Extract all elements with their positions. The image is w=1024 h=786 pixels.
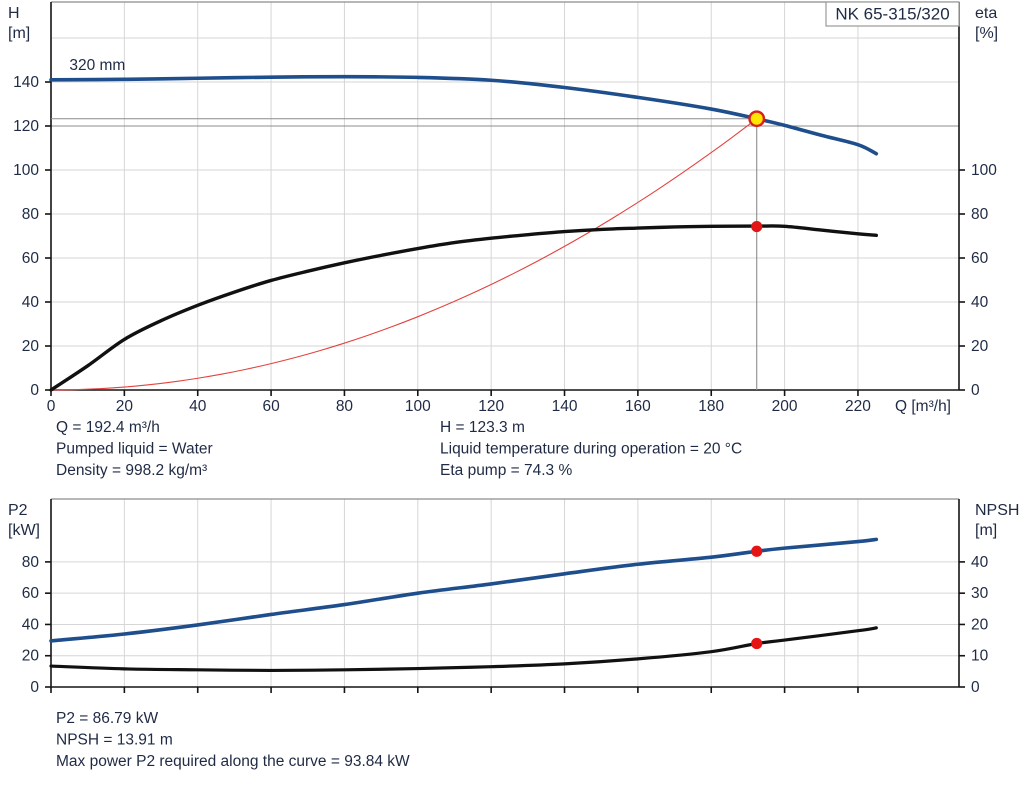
svg-text:P2 = 86.79 kW: P2 = 86.79 kW — [56, 710, 158, 727]
svg-text:20: 20 — [971, 616, 989, 633]
svg-text:[%]: [%] — [975, 25, 998, 42]
svg-text:H = 123.3 m: H = 123.3 m — [440, 419, 525, 436]
svg-text:Liquid temperature during oper: Liquid temperature during operation = 20… — [440, 441, 742, 458]
svg-text:60: 60 — [22, 250, 40, 267]
svg-text:Q [m³/h]: Q [m³/h] — [895, 398, 951, 415]
svg-text:20: 20 — [116, 398, 134, 415]
svg-text:220: 220 — [845, 398, 871, 415]
svg-text:140: 140 — [552, 398, 578, 415]
svg-text:0: 0 — [30, 382, 39, 399]
svg-text:40: 40 — [189, 398, 207, 415]
svg-text:80: 80 — [336, 398, 354, 415]
svg-text:0: 0 — [971, 679, 980, 696]
svg-text:eta: eta — [975, 5, 997, 22]
svg-text:160: 160 — [625, 398, 651, 415]
svg-text:NPSH: NPSH — [975, 502, 1019, 519]
svg-text:40: 40 — [22, 294, 40, 311]
svg-text:Max power P2 required along th: Max power P2 required along the curve = … — [56, 753, 410, 770]
svg-text:100: 100 — [405, 398, 431, 415]
svg-text:10: 10 — [971, 648, 989, 665]
svg-text:140: 140 — [13, 74, 39, 91]
svg-text:320 mm: 320 mm — [69, 57, 125, 74]
svg-text:H: H — [8, 5, 20, 22]
svg-text:20: 20 — [971, 338, 989, 355]
svg-text:0: 0 — [30, 679, 39, 696]
svg-text:40: 40 — [22, 616, 40, 633]
svg-text:180: 180 — [698, 398, 724, 415]
svg-text:[m]: [m] — [8, 25, 30, 42]
svg-text:80: 80 — [22, 206, 40, 223]
svg-text:100: 100 — [971, 162, 997, 179]
svg-text:NK 65-315/320: NK 65-315/320 — [835, 5, 949, 24]
svg-text:Density = 998.2 kg/m³: Density = 998.2 kg/m³ — [56, 462, 207, 479]
svg-text:20: 20 — [22, 338, 40, 355]
svg-text:80: 80 — [22, 554, 40, 571]
svg-text:Eta pump = 74.3 %: Eta pump = 74.3 % — [440, 462, 572, 479]
svg-text:60: 60 — [22, 585, 40, 602]
svg-text:0: 0 — [971, 382, 980, 399]
svg-text:30: 30 — [971, 585, 989, 602]
svg-text:60: 60 — [262, 398, 280, 415]
svg-text:P2: P2 — [8, 502, 28, 519]
svg-text:Q = 192.4 m³/h: Q = 192.4 m³/h — [56, 419, 160, 436]
svg-text:[kW]: [kW] — [8, 522, 40, 539]
svg-text:80: 80 — [971, 206, 989, 223]
svg-text:120: 120 — [13, 118, 39, 135]
svg-text:20: 20 — [22, 648, 40, 665]
svg-text:40: 40 — [971, 294, 989, 311]
svg-text:[m]: [m] — [975, 522, 997, 539]
svg-text:Pumped liquid = Water: Pumped liquid = Water — [56, 441, 213, 458]
svg-text:60: 60 — [971, 250, 989, 267]
svg-text:40: 40 — [971, 554, 989, 571]
svg-text:0: 0 — [47, 398, 56, 415]
svg-text:120: 120 — [478, 398, 504, 415]
svg-text:100: 100 — [13, 162, 39, 179]
svg-text:200: 200 — [772, 398, 798, 415]
svg-text:NPSH = 13.91 m: NPSH = 13.91 m — [56, 732, 173, 749]
